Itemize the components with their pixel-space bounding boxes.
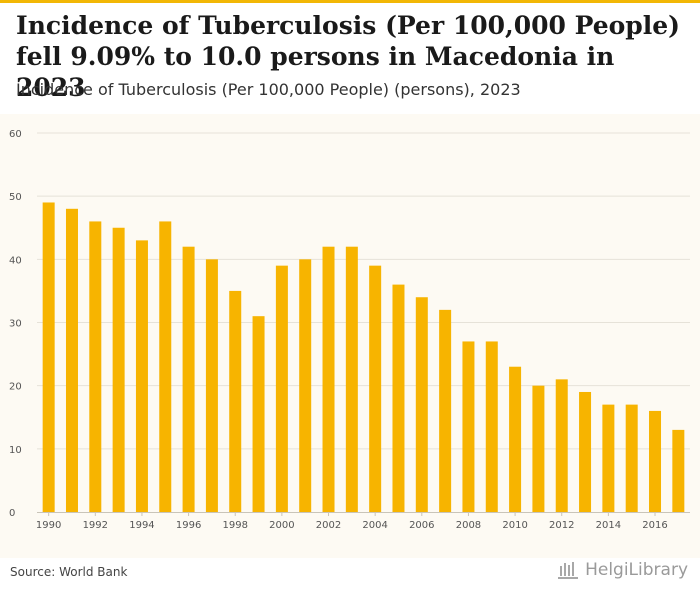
bar-2016 — [649, 410, 662, 512]
bar-2003 — [345, 246, 358, 512]
accent-line — [0, 0, 700, 3]
bar-2001 — [299, 259, 312, 512]
bar-1996 — [182, 246, 195, 512]
bar-2013 — [579, 391, 592, 512]
bar-chart: 0 10 20 30 40 50 60 1990 1992 1994 1996 1998 2000 200… — [9, 129, 690, 531]
bar-2017 — [672, 429, 685, 512]
source-note: Source: World Bank — [10, 565, 128, 579]
bar-2006 — [415, 297, 428, 512]
x-tick-label: 2004 — [362, 520, 387, 531]
library-icon — [558, 562, 579, 579]
bar-2002 — [322, 246, 335, 512]
x-tick-label: 2010 — [502, 520, 527, 531]
helgi-library-logo: HelgiLibrary — [557, 560, 688, 580]
x-tick-label: 1996 — [176, 520, 201, 531]
x-tick-label: 2006 — [409, 520, 434, 531]
bar-2014 — [602, 404, 615, 512]
x-tick-label: 2014 — [596, 520, 621, 531]
bar-2010 — [509, 366, 522, 512]
brand-name: HelgiLibrary — [585, 560, 688, 580]
y-tick-label: 0 — [9, 508, 15, 519]
x-tick-label: 1990 — [36, 520, 61, 531]
bar-2004 — [369, 265, 382, 512]
x-tick-label: 2000 — [269, 520, 294, 531]
bar-2009 — [485, 341, 498, 512]
y-tick-label: 50 — [9, 192, 22, 203]
bar-2011 — [532, 385, 545, 512]
bar-2015 — [625, 404, 638, 512]
bar-2008 — [462, 341, 475, 512]
bar-1991 — [65, 208, 78, 513]
bar-2012 — [555, 379, 568, 512]
x-tick-label: 2016 — [642, 520, 667, 531]
bar-2007 — [439, 309, 452, 512]
bar-1995 — [159, 221, 172, 512]
bar-1993 — [112, 227, 125, 512]
x-tick-label: 2012 — [549, 520, 574, 531]
y-tick-label: 30 — [9, 319, 22, 330]
x-tick-label: 1992 — [83, 520, 108, 531]
chart-subtitle: Incidence of Tuberculosis (Per 100,000 P… — [16, 80, 521, 99]
x-tick-label: 2008 — [456, 520, 481, 531]
bar-1994 — [135, 240, 148, 512]
y-tick-label: 20 — [9, 382, 22, 393]
bar-1998 — [229, 290, 242, 512]
bar-1999 — [252, 316, 265, 512]
page-title: Incidence of Tuberculosis (Per 100,000 P… — [16, 11, 681, 102]
y-tick-label: 10 — [9, 445, 22, 456]
bar-1992 — [89, 221, 102, 512]
y-tick-label: 60 — [9, 129, 22, 140]
y-tick-label: 40 — [9, 255, 22, 266]
x-tick-label: 2002 — [316, 520, 341, 531]
x-tick-label: 1998 — [223, 520, 248, 531]
bar-1997 — [205, 259, 218, 512]
bar-2005 — [392, 284, 405, 512]
x-tick-label: 1994 — [129, 520, 154, 531]
bar-1990 — [42, 202, 55, 512]
bar-2000 — [275, 265, 288, 512]
